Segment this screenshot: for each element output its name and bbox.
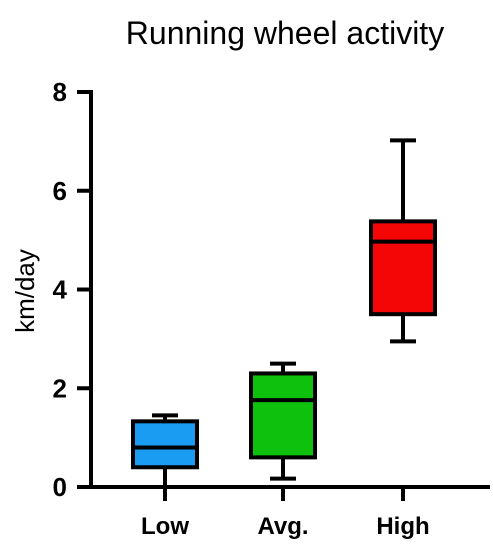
- y-tick-label: 0: [53, 472, 67, 502]
- y-tick-label: 6: [53, 176, 67, 206]
- x-ticks: Low Avg. High: [141, 485, 430, 540]
- box-1: [131, 413, 199, 487]
- chart-title: Running wheel activity: [126, 15, 444, 51]
- y-tick-label: 2: [53, 373, 67, 403]
- box-iqr: [249, 371, 317, 460]
- box-iqr: [369, 219, 437, 317]
- x-tick-label: Avg.: [257, 513, 308, 540]
- y-ticks: 0 2 4 6 8: [53, 77, 93, 502]
- y-axis-label: km/day: [10, 249, 40, 333]
- x-tick-label: Low: [141, 513, 189, 540]
- boxes: [131, 138, 437, 487]
- y-tick-label: 4: [53, 275, 68, 305]
- box-3: [369, 138, 437, 344]
- x-tick-label: High: [376, 513, 429, 540]
- box-iqr: [131, 419, 199, 470]
- y-tick-label: 8: [53, 77, 67, 107]
- box-2: [249, 361, 317, 481]
